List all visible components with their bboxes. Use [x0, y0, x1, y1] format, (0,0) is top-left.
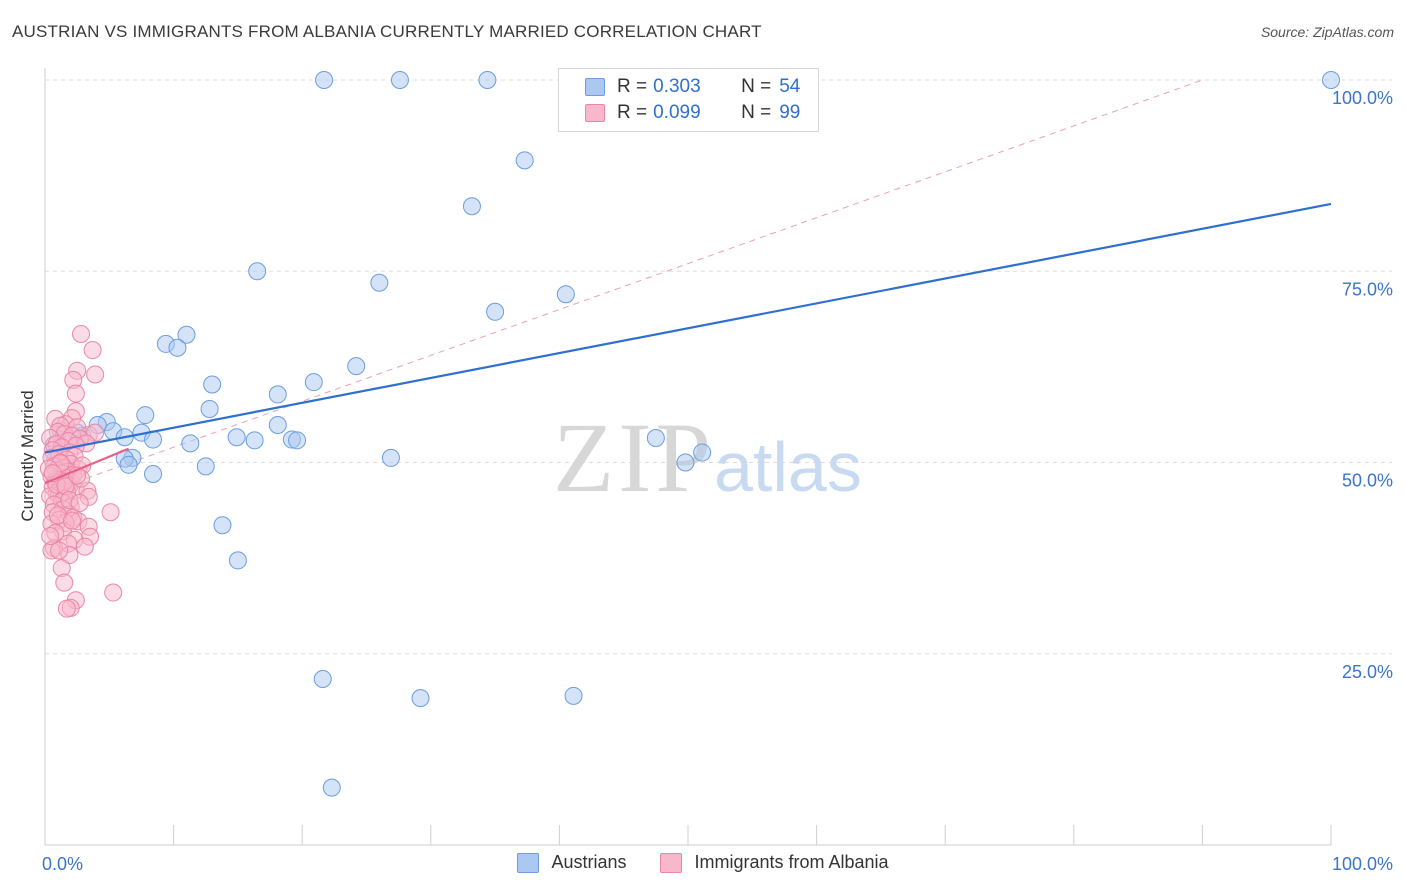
austrian-point: [196, 457, 215, 476]
series-label-albania: Immigrants from Albania: [694, 852, 889, 872]
austrian-point: [268, 385, 287, 404]
albania-point: [101, 503, 120, 522]
albania-point: [70, 494, 89, 513]
y-tick-label: 100.0%: [1332, 88, 1393, 108]
y-tick-label: 50.0%: [1342, 471, 1393, 491]
austrian-point: [486, 302, 505, 321]
austrian-point: [564, 686, 583, 705]
watermark-atlas: atlas: [714, 428, 862, 506]
legend-n-value: 99: [779, 102, 801, 123]
austrian-point: [144, 464, 163, 483]
austrian-point: [227, 428, 246, 447]
austrian-point: [322, 778, 341, 797]
austrian-point: [119, 455, 138, 474]
legend-r-label: R =: [617, 76, 648, 97]
x-tick-label: 100.0%: [1332, 854, 1393, 874]
austrian-point: [515, 151, 534, 170]
austrian-point: [248, 262, 267, 281]
albania-point: [50, 541, 69, 560]
legend-row-albania: R = 0.099 N = 99: [585, 102, 800, 124]
albania-point: [104, 583, 123, 602]
legend-n-value: 54: [779, 76, 801, 97]
legend-r-label: R =: [617, 102, 648, 123]
austrian-point: [168, 338, 187, 357]
austrian-point: [245, 431, 264, 450]
austrian-point: [228, 551, 247, 570]
legend-row-austrians: R = 0.303 N = 54: [585, 76, 800, 98]
legend-r-value: 0.303: [653, 76, 701, 97]
chart-title: AUSTRIAN VS IMMIGRANTS FROM ALBANIA CURR…: [12, 22, 762, 41]
austrian-point: [556, 285, 575, 304]
austrian-point: [462, 197, 481, 216]
austrian-point: [1322, 71, 1340, 89]
austrian-point: [213, 516, 232, 535]
gridlines: [45, 79, 1392, 655]
albania-point: [86, 365, 105, 384]
legend-n-label: N =: [741, 102, 772, 123]
austrian-point: [181, 434, 200, 453]
austrian-point: [177, 325, 196, 344]
albania-point: [63, 511, 82, 530]
y-tick-label: 75.0%: [1342, 279, 1393, 299]
albania-point: [83, 341, 102, 360]
austrian-point: [390, 71, 409, 89]
austrian-point: [370, 273, 389, 292]
source-credit: Source: ZipAtlas.com: [1260, 24, 1394, 40]
austrian-point: [200, 399, 219, 418]
reference-diagonal: [44, 79, 1203, 494]
legend-n-label: N =: [741, 76, 772, 97]
series-swatch-blue: [517, 852, 540, 873]
albania-point: [66, 384, 85, 403]
tick-labels: 25.0% 50.0% 75.0% 100.0% 0.0% 100.0%: [42, 88, 1393, 874]
legend-swatch-pink: [585, 104, 605, 122]
albania-trend-line: [44, 447, 130, 485]
austrian-point: [676, 453, 695, 472]
austrian-point: [646, 429, 665, 448]
correlation-legend: R = 0.303 N = 54 R = 0.099 N = 99: [558, 68, 819, 132]
albania-point: [72, 324, 91, 343]
y-axis-label: Currently Married: [18, 390, 37, 521]
legend-swatch-blue: [585, 78, 605, 96]
series-legend-albania[interactable]: Immigrants from Albania: [660, 852, 889, 873]
austrian-trend-line: [44, 202, 1332, 454]
austrian-point: [288, 431, 307, 450]
series-legend: Austrians Immigrants from Albania: [0, 852, 1406, 873]
austrian-point: [693, 443, 712, 462]
austrian-point: [347, 357, 366, 376]
series-swatch-pink: [660, 852, 683, 873]
austrian-point: [381, 448, 400, 467]
legend-r-value: 0.099: [653, 102, 701, 123]
albania-point: [57, 599, 76, 618]
albania-point: [55, 573, 74, 592]
austrian-point: [313, 669, 332, 688]
series-label-austrians: Austrians: [551, 852, 627, 872]
austrian-point: [136, 406, 155, 425]
austrian-point: [411, 689, 430, 708]
austrian-point: [203, 375, 222, 394]
trend-lines: [44, 202, 1332, 485]
x-tick-label: 0.0%: [42, 854, 83, 874]
austrian-point: [268, 416, 287, 435]
albania-point: [41, 526, 60, 545]
y-tick-label: 25.0%: [1342, 662, 1393, 682]
series-legend-austrians[interactable]: Austrians: [517, 852, 626, 873]
albania-point: [75, 537, 94, 556]
reference-line: [44, 79, 1203, 494]
austrian-point: [315, 71, 334, 89]
austrian-point: [304, 373, 323, 392]
austrian-point: [478, 71, 497, 89]
